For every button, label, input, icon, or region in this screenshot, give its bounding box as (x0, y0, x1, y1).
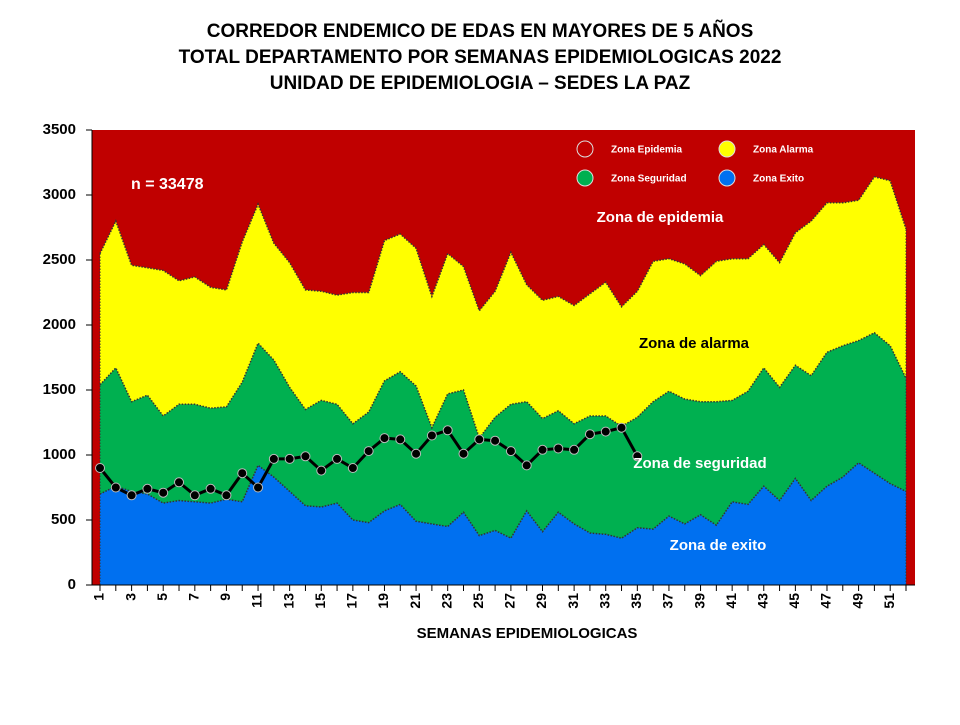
zone-label: Zona de exito (670, 537, 767, 554)
legend-label: Zona Exito (753, 174, 804, 185)
cases-point (126, 490, 137, 501)
chart-title: TOTAL DEPARTAMENTO POR SEMANAS EPIDEMIOL… (179, 47, 782, 68)
zone-area (100, 462, 906, 585)
cases-point (284, 453, 295, 464)
y-tick-label: 2500 (43, 251, 76, 268)
x-tick-label: 37 (660, 593, 676, 609)
x-tick-label: 39 (691, 593, 707, 609)
cases-point (268, 453, 279, 464)
x-tick-label: 51 (881, 593, 897, 609)
cases-point (174, 477, 185, 488)
cases-point (221, 490, 232, 501)
cases-point (189, 490, 200, 501)
cases-point (316, 465, 327, 476)
x-tick-label: 47 (818, 593, 834, 609)
legend-label: Zona Seguridad (611, 174, 687, 185)
x-tick-label: 27 (502, 593, 518, 609)
cases-point (474, 434, 485, 445)
cases-point (363, 446, 374, 457)
y-tick-label: 2000 (43, 316, 76, 333)
zone-label: Zona de seguridad (633, 455, 766, 472)
zone-label: Zona de epidemia (597, 209, 724, 226)
x-tick-label: 7 (186, 593, 202, 601)
cases-point (600, 426, 611, 437)
legend-swatch (576, 140, 594, 158)
cases-point (521, 460, 532, 471)
x-tick-label: 25 (470, 593, 486, 609)
legend-label: Zona Epidemia (611, 145, 683, 156)
x-tick-label: 1 (91, 593, 107, 601)
x-tick-label: 19 (375, 593, 391, 609)
cases-point (411, 448, 422, 459)
cases-point (300, 451, 311, 462)
cases-point (632, 451, 643, 462)
cases-point (110, 482, 121, 493)
chart-title: CORREDOR ENDEMICO DE EDAS EN MAYORES DE … (207, 20, 754, 42)
x-tick-label: 49 (849, 593, 865, 609)
annotation: n = 33478 (131, 176, 204, 193)
cases-point (584, 429, 595, 440)
cases-point (426, 430, 437, 441)
x-tick-label: 43 (754, 593, 770, 609)
cases-point (537, 444, 548, 455)
cases-point (395, 434, 406, 445)
legend-swatch (718, 140, 736, 158)
zone-label: Zona de alarma (639, 335, 750, 352)
cases-point (569, 444, 580, 455)
y-tick-label: 1500 (43, 381, 76, 398)
cases-point (253, 482, 264, 493)
y-tick-label: 3500 (43, 121, 76, 138)
x-tick-label: 23 (438, 593, 454, 609)
cases-point (158, 487, 169, 498)
zone-outline (99, 175, 907, 313)
legend-swatch (576, 169, 594, 187)
x-tick-label: 9 (217, 593, 233, 601)
cases-point (505, 446, 516, 457)
y-tick-label: 3000 (43, 186, 76, 203)
cases-point (553, 443, 564, 454)
cases-point (95, 463, 105, 473)
x-tick-label: 33 (596, 593, 612, 609)
chart-title: UNIDAD DE EPIDEMIOLOGIA – SEDES LA PAZ (270, 73, 691, 94)
x-tick-label: 41 (723, 593, 739, 609)
legend-swatch (718, 169, 736, 187)
cases-point (142, 483, 153, 494)
cases-point (458, 448, 469, 459)
x-tick-label: 17 (344, 593, 360, 609)
x-tick-label: 21 (407, 593, 423, 609)
x-tick-label: 45 (786, 593, 802, 609)
x-tick-label: 35 (628, 593, 644, 609)
x-tick-label: 13 (280, 593, 296, 609)
cases-point (237, 468, 248, 479)
cases-point (347, 463, 358, 473)
cases-point (332, 453, 343, 464)
x-tick-label: 3 (122, 593, 138, 601)
x-tick-label: 31 (565, 593, 581, 609)
y-tick-label: 0 (68, 576, 76, 593)
y-tick-label: 500 (51, 511, 76, 528)
y-tick-label: 1000 (43, 446, 76, 463)
x-tick-label: 15 (312, 593, 328, 609)
zone-outline (99, 331, 907, 440)
cases-point (442, 425, 453, 436)
x-tick-label: 5 (154, 593, 170, 601)
cases-point (490, 435, 501, 446)
cases-point (205, 483, 216, 494)
legend-label: Zona Alarma (753, 145, 814, 156)
x-axis-label: SEMANAS EPIDEMIOLOGICAS (417, 625, 638, 642)
x-tick-label: 11 (249, 593, 265, 608)
cases-point (616, 422, 627, 433)
cases-point (379, 433, 390, 444)
x-tick-label: 29 (533, 593, 549, 609)
